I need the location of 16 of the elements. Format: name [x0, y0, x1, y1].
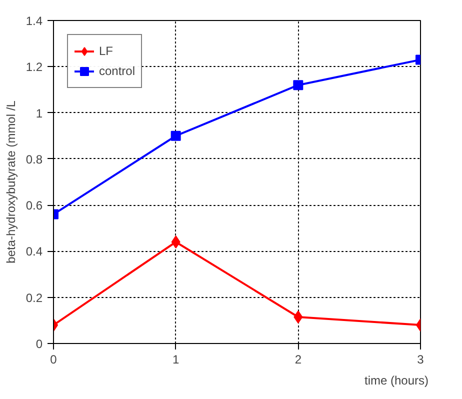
x-axis-title: time (hours)	[364, 374, 429, 388]
legend-label: LF	[99, 44, 114, 58]
y-tick-label: 0.4	[26, 244, 43, 259]
y-tick-label: 0.2	[26, 290, 43, 305]
y-tick-label: 0	[36, 337, 43, 351]
y-tick-label: 0.6	[26, 198, 43, 213]
legend-label: control	[99, 64, 136, 78]
y-tick-label: 1.4	[26, 14, 43, 28]
x-tick-label: 2	[294, 352, 302, 366]
x-tick-label: 0	[50, 352, 58, 366]
y-axis-title: beta-hydroxybutyrate (mmol /L	[4, 100, 18, 264]
x-tick-label: 3	[417, 352, 424, 366]
y-tick-label: 1.2	[26, 60, 43, 74]
y-tick-label: 0.8	[26, 152, 43, 166]
y-tick-label: 1	[36, 106, 43, 120]
x-tick-label: 1	[172, 352, 180, 366]
